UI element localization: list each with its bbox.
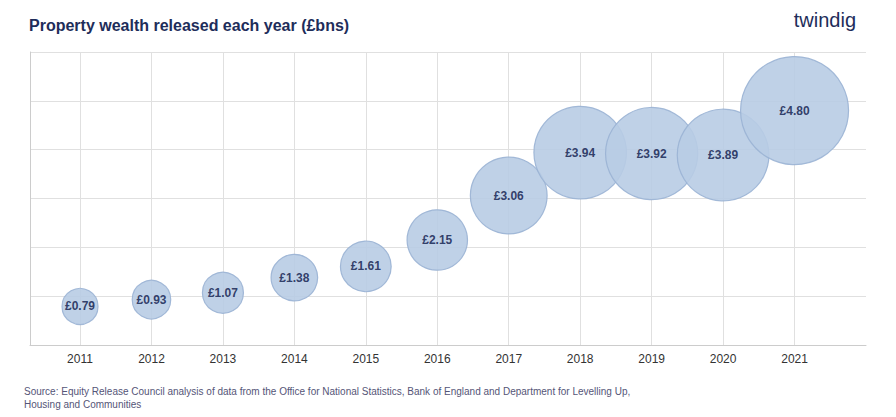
svg-text:£0.79: £0.79: [65, 299, 95, 313]
svg-text:£1.61: £1.61: [351, 259, 381, 273]
svg-text:2015: 2015: [352, 352, 379, 366]
svg-text:2014: 2014: [281, 352, 308, 366]
svg-text:£2.15: £2.15: [422, 233, 452, 247]
svg-text:£1.07: £1.07: [208, 286, 238, 300]
svg-text:2013: 2013: [210, 352, 237, 366]
svg-text:£3.06: £3.06: [494, 189, 524, 203]
svg-text:£1.38: £1.38: [279, 271, 309, 285]
svg-text:2018: 2018: [567, 352, 594, 366]
svg-text:2021: 2021: [781, 352, 808, 366]
svg-text:£0.93: £0.93: [136, 293, 166, 307]
svg-text:£4.80: £4.80: [780, 104, 810, 118]
svg-text:£3.94: £3.94: [565, 146, 595, 160]
svg-text:2019: 2019: [638, 352, 665, 366]
svg-text:Property wealth released each: Property wealth released each year (£bns…: [29, 17, 349, 34]
svg-text:2016: 2016: [424, 352, 451, 366]
svg-text:2012: 2012: [138, 352, 165, 366]
svg-text:£3.89: £3.89: [708, 148, 738, 162]
svg-text:£3.92: £3.92: [637, 147, 667, 161]
svg-text:Housing and Communities: Housing and Communities: [24, 399, 141, 410]
svg-text:twindig: twindig: [794, 9, 856, 31]
svg-text:2011: 2011: [67, 352, 93, 366]
svg-text:2017: 2017: [495, 352, 522, 366]
svg-text:Source: Equity Release Council: Source: Equity Release Council analysis …: [24, 386, 630, 397]
svg-text:2020: 2020: [710, 352, 737, 366]
